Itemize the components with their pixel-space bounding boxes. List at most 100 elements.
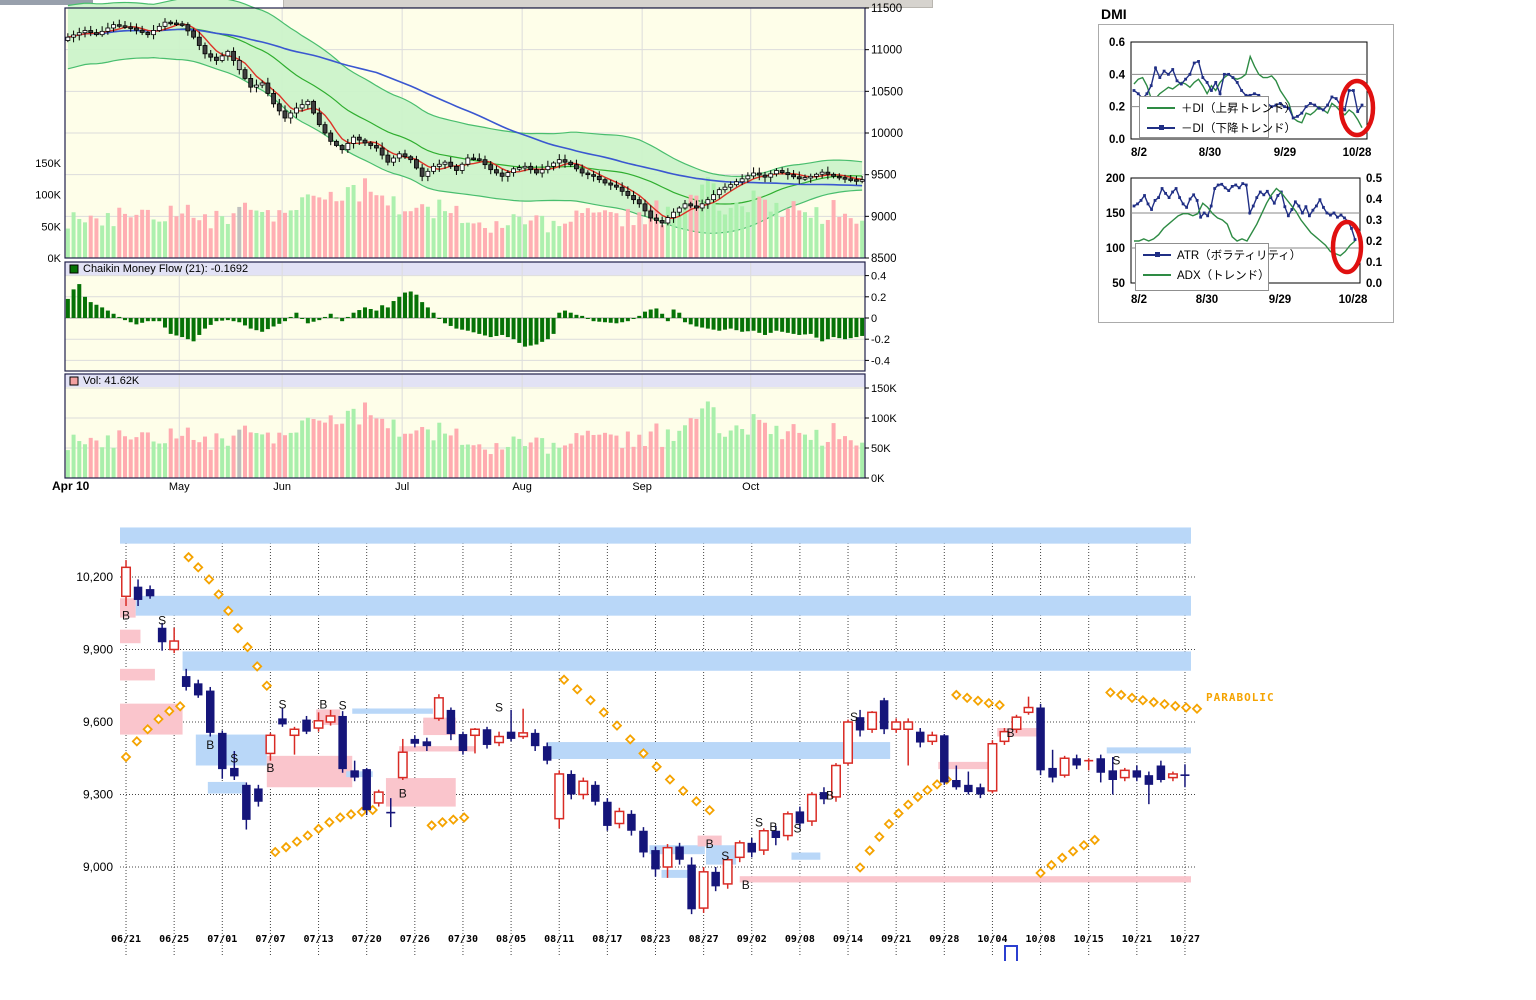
svg-text:07/13: 07/13	[303, 934, 333, 945]
svg-text:S: S	[850, 710, 858, 724]
svg-text:May: May	[169, 481, 190, 493]
svg-text:0.3: 0.3	[1366, 215, 1382, 227]
daily-axis-labels: 10,200 9,900 9,600 9,300 9,000 06/21 06/25 07/0…	[76, 570, 1200, 945]
svg-text:11000: 11000	[871, 45, 902, 57]
highlight-ellipse-atr	[1330, 219, 1364, 275]
svg-text:-0.4: -0.4	[871, 355, 890, 367]
svg-text:S: S	[495, 701, 503, 715]
svg-text:0.2: 0.2	[871, 292, 886, 304]
svg-text:9/29: 9/29	[1274, 147, 1296, 159]
svg-text:08/27: 08/27	[689, 934, 719, 945]
svg-text:10/28: 10/28	[1343, 147, 1372, 159]
svg-text:06/25: 06/25	[159, 934, 189, 945]
price-bands	[120, 527, 1191, 883]
svg-text:10/15: 10/15	[1074, 934, 1104, 945]
svg-text:Jul: Jul	[395, 481, 409, 493]
minus-di-line-icon	[1147, 125, 1175, 130]
svg-text:Apr 10: Apr 10	[52, 479, 90, 493]
svg-text:150: 150	[1106, 208, 1125, 220]
cmf-legend-swatch	[69, 264, 79, 274]
svg-text:0.2: 0.2	[1366, 236, 1382, 248]
svg-text:09/14: 09/14	[833, 934, 863, 945]
axis-labels: 11500 11000 10500 10000 9500 9000 8500 150K 100K…	[35, 3, 903, 493]
cmf-legend-label: Chaikin Money Flow (21): -0.1692	[83, 263, 249, 275]
svg-text:08/23: 08/23	[640, 934, 670, 945]
svg-text:0.6: 0.6	[1109, 37, 1125, 49]
dmi-title: DMI	[1101, 6, 1127, 22]
svg-text:0.4: 0.4	[1366, 194, 1383, 206]
svg-text:100K: 100K	[35, 190, 61, 202]
svg-text:10/04: 10/04	[977, 934, 1007, 945]
svg-text:8500: 8500	[871, 253, 897, 265]
svg-text:10/28: 10/28	[1339, 294, 1368, 306]
svg-text:09/02: 09/02	[737, 934, 767, 945]
svg-text:8/30: 8/30	[1199, 147, 1221, 159]
candles	[65, 18, 865, 228]
vol-legend-swatch	[69, 376, 79, 386]
svg-text:S: S	[793, 821, 801, 835]
svg-text:B: B	[266, 761, 274, 775]
svg-text:50K: 50K	[871, 443, 891, 455]
parabolic-label: PARABOLIC	[1206, 691, 1275, 704]
svg-text:07/26: 07/26	[400, 934, 430, 945]
svg-text:09/28: 09/28	[929, 934, 959, 945]
svg-text:10000: 10000	[871, 128, 903, 140]
svg-text:09/21: 09/21	[881, 934, 911, 945]
svg-text:S: S	[158, 614, 166, 628]
bollinger-band	[67, 0, 863, 234]
svg-text:B: B	[1006, 726, 1014, 740]
svg-text:50K: 50K	[41, 221, 61, 233]
svg-text:0.2: 0.2	[1109, 102, 1125, 114]
svg-text:S: S	[230, 751, 238, 765]
atr-line-icon	[1143, 252, 1171, 257]
svg-text:9000: 9000	[871, 211, 897, 223]
window-chrome-fragment	[0, 0, 93, 5]
svg-text:-0.2: -0.2	[871, 334, 890, 346]
svg-text:0.5: 0.5	[1366, 173, 1383, 185]
atr-label: ATR（ボラティリティ）	[1177, 250, 1302, 262]
cmf-bars	[65, 284, 865, 347]
svg-text:100K: 100K	[871, 413, 897, 425]
svg-text:11500: 11500	[871, 3, 902, 15]
adx-label: ADX（トレンド）	[1177, 270, 1270, 282]
volume-overlay-bars	[65, 177, 865, 258]
adx-legend-row: ADX（トレンド）	[1136, 265, 1270, 285]
svg-text:200: 200	[1106, 173, 1125, 185]
ma-fast-line	[67, 23, 863, 220]
svg-text:9,300: 9,300	[83, 788, 113, 802]
volume-panel-bars	[65, 401, 865, 478]
parabolic-sar-dots	[120, 551, 1203, 879]
svg-text:Jun: Jun	[273, 481, 291, 493]
svg-text:B: B	[769, 820, 777, 834]
svg-text:100: 100	[1106, 243, 1125, 255]
svg-text:150K: 150K	[35, 158, 61, 170]
svg-text:10500: 10500	[871, 86, 903, 98]
svg-text:B: B	[399, 786, 407, 800]
svg-text:07/01: 07/01	[207, 934, 237, 945]
svg-text:B: B	[706, 837, 714, 851]
highlight-ellipse-di	[1338, 78, 1376, 138]
plus-di-line-icon	[1147, 107, 1175, 109]
svg-text:150K: 150K	[871, 383, 897, 395]
svg-text:10/27: 10/27	[1170, 934, 1200, 945]
svg-text:0: 0	[871, 313, 877, 325]
svg-text:0.0: 0.0	[1366, 278, 1382, 290]
svg-text:Aug: Aug	[512, 481, 532, 493]
svg-text:50: 50	[1112, 278, 1125, 290]
minus-di-label: －DI（下降トレンド）	[1181, 123, 1296, 135]
svg-text:Oct: Oct	[742, 481, 759, 493]
svg-text:07/30: 07/30	[448, 934, 478, 945]
svg-text:S: S	[339, 699, 347, 713]
di-plus-legend-row: ＋DI（上昇トレンド）	[1140, 98, 1296, 118]
adx-line-icon	[1143, 274, 1171, 276]
atr-legend-row: ATR（ボラティリティ）	[1136, 245, 1301, 265]
atr-adx-legend: ATR（ボラティリティ） ADX（トレンド）	[1135, 243, 1301, 291]
daily-candles	[121, 560, 1190, 915]
svg-text:8/2: 8/2	[1131, 147, 1147, 159]
svg-text:8/2: 8/2	[1131, 294, 1147, 306]
svg-text:09/08: 09/08	[785, 934, 815, 945]
unknown-character-glyph	[1004, 945, 1018, 961]
svg-text:S: S	[278, 698, 286, 712]
